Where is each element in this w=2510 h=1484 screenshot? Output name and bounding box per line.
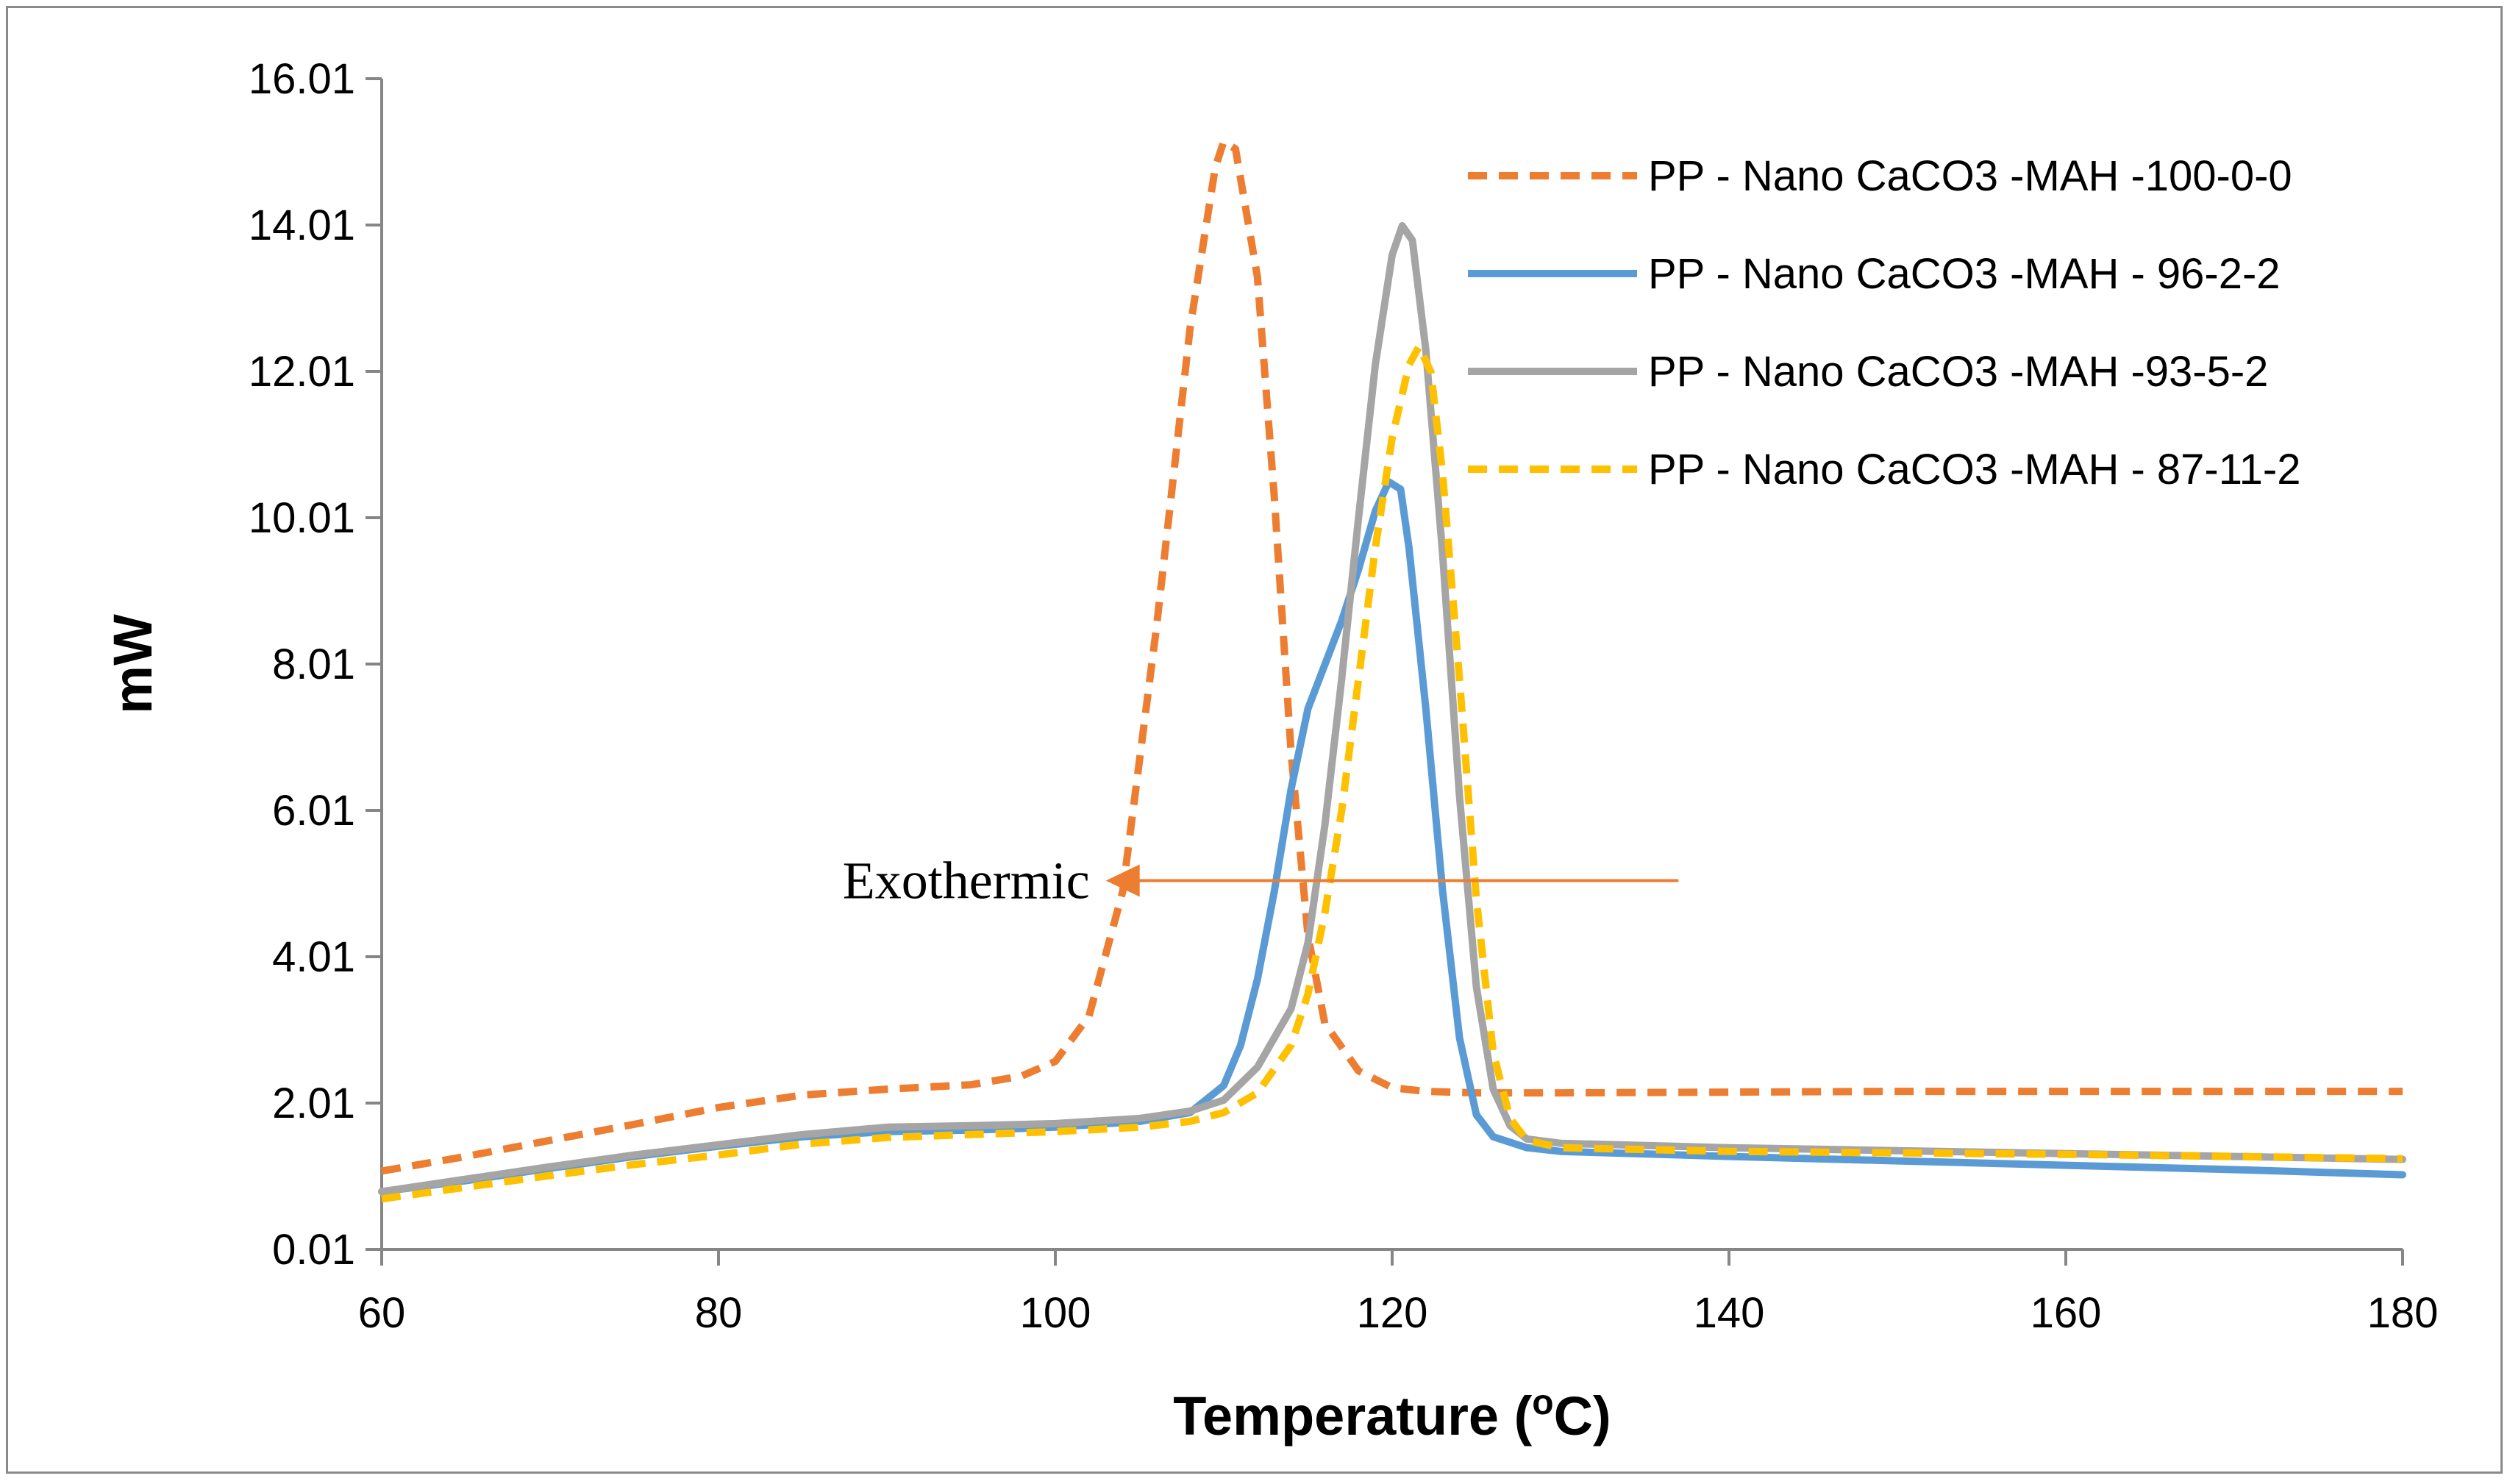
y-tick-label: 12.01	[249, 348, 355, 396]
exothermic-annotation: Exothermic	[843, 852, 1679, 910]
x-axis-title-superscript: o	[1532, 1383, 1553, 1422]
x-tick-label: 100	[1020, 1289, 1091, 1337]
y-axis-title: mW	[102, 614, 163, 714]
x-axis-title-main: Temperature (	[1173, 1385, 1532, 1446]
y-tick-label: 14.01	[249, 201, 355, 249]
chart-frame: 0.01 2.01 4.01 6.01 8.01 10.01 12.01 14.01 16.01…	[6, 6, 2503, 1474]
series-line-1	[381, 138, 2403, 1175]
y-tick-label: 10.01	[249, 494, 355, 542]
x-tick-label: 120	[1357, 1289, 1428, 1337]
y-tick-label: 2.01	[272, 1080, 355, 1127]
series-line-2	[378, 478, 2406, 1196]
y-tick-label: 8.01	[272, 641, 355, 688]
legend-label-4: PP - Nano CaCO3 -MAH - 87-11-2	[1648, 446, 2301, 493]
x-tick-label: 180	[2367, 1289, 2439, 1337]
legend-label-2: PP - Nano CaCO3 -MAH - 96-2-2	[1648, 250, 2281, 298]
x-axis-title: Temperature (oC)	[1173, 1383, 1611, 1446]
y-tick-label: 0.01	[272, 1226, 355, 1274]
legend-label-3: PP - Nano CaCO3 -MAH -93-5-2	[1648, 348, 2268, 396]
x-tick-label: 80	[695, 1289, 743, 1337]
exothermic-label: Exothermic	[843, 852, 1090, 910]
series-layer	[378, 138, 2406, 1203]
x-axis-title-unit: C)	[1554, 1385, 1611, 1446]
legend-label-1: PP - Nano CaCO3 -MAH -100-0-0	[1648, 152, 2292, 200]
y-tick-label: 6.01	[272, 787, 355, 835]
x-tick-label: 60	[358, 1289, 406, 1337]
y-tick-label: 16.01	[249, 55, 355, 103]
x-tick-label: 160	[2031, 1289, 2102, 1337]
legend: PP - Nano CaCO3 -MAH -100-0-0 PP - Nano C…	[1468, 152, 2301, 493]
ticks: 0.01 2.01 4.01 6.01 8.01 10.01 12.01 14.01 16.01…	[249, 55, 2439, 1337]
dsc-line-chart: 0.01 2.01 4.01 6.01 8.01 10.01 12.01 14.01 16.01…	[102, 55, 2439, 1446]
exothermic-arrow-head	[1105, 864, 1140, 897]
x-tick-label: 140	[1694, 1289, 1765, 1337]
series-line-4	[381, 343, 2403, 1203]
y-tick-label: 4.01	[272, 933, 355, 981]
